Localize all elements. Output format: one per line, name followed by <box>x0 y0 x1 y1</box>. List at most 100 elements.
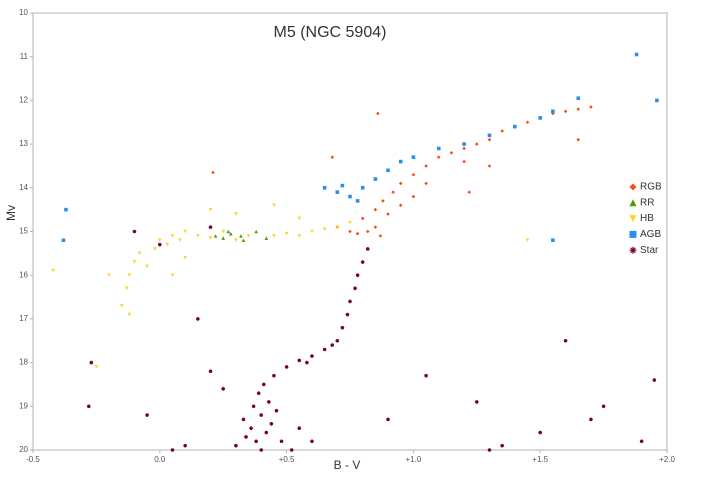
data-point <box>229 231 233 236</box>
y-tick-label: 17 <box>19 314 28 323</box>
data-point <box>589 105 593 109</box>
data-point <box>170 448 175 452</box>
legend-marker <box>629 246 637 254</box>
y-tick-label: 18 <box>19 358 28 367</box>
data-point <box>249 426 253 430</box>
data-point <box>655 98 659 103</box>
data-point <box>208 207 213 212</box>
legend-marker <box>629 199 637 207</box>
data-point <box>424 373 428 378</box>
data-point <box>538 430 542 435</box>
data-point <box>330 155 335 160</box>
y-tick-label: 11 <box>20 52 29 61</box>
data-point <box>269 421 274 426</box>
data-point <box>94 365 99 369</box>
data-point <box>86 404 91 409</box>
data-point <box>386 168 390 173</box>
data-point <box>411 155 416 160</box>
data-point <box>284 231 289 236</box>
data-point <box>297 234 302 238</box>
data-point <box>378 234 383 238</box>
data-point <box>360 216 365 221</box>
data-point <box>310 354 314 358</box>
data-point <box>264 236 269 240</box>
data-point <box>310 439 314 444</box>
data-point <box>137 251 142 256</box>
y-axis-label: Mv <box>4 205 18 221</box>
data-point <box>158 242 162 247</box>
data-point <box>576 96 581 101</box>
data-point <box>391 190 395 194</box>
data-point <box>355 231 360 236</box>
data-point <box>348 299 352 304</box>
x-tick-label: +1.5 <box>532 455 548 464</box>
data-point <box>297 216 302 221</box>
legend-marker <box>629 183 637 191</box>
data-point <box>551 238 555 243</box>
data-point <box>373 225 378 229</box>
data-point <box>525 238 530 243</box>
data-point <box>256 391 261 395</box>
y-tick-label: 14 <box>19 183 28 192</box>
data-point <box>208 236 213 240</box>
x-tick-label: +2.0 <box>659 455 675 464</box>
data-point <box>246 234 251 238</box>
data-point <box>165 242 170 247</box>
data-point <box>221 387 225 391</box>
data-point <box>340 183 345 188</box>
data-point <box>513 124 517 129</box>
data-point <box>348 194 352 199</box>
data-point <box>398 181 403 186</box>
data-point <box>487 133 492 138</box>
legend-marker <box>629 215 637 223</box>
data-point <box>259 413 264 417</box>
data-point <box>462 142 466 146</box>
data-point <box>487 448 492 452</box>
data-point <box>386 417 390 422</box>
data-point <box>226 229 231 234</box>
data-point <box>183 229 187 234</box>
y-tick-label: 16 <box>19 270 28 279</box>
data-point <box>272 373 276 378</box>
data-point <box>305 360 309 365</box>
data-point <box>340 325 345 330</box>
data-point <box>208 369 213 374</box>
data-point <box>475 400 479 404</box>
data-point <box>259 448 264 452</box>
data-point <box>381 199 385 203</box>
data-point <box>145 264 149 269</box>
data-point <box>424 164 428 168</box>
data-point <box>335 338 340 343</box>
x-tick-label: +0.5 <box>279 455 295 464</box>
data-point <box>221 229 225 234</box>
data-point <box>297 358 302 363</box>
data-point <box>178 238 182 243</box>
data-point <box>274 408 279 413</box>
y-tick-label: 15 <box>19 227 28 236</box>
legend-label: Star <box>640 245 659 256</box>
data-point <box>183 255 187 260</box>
chart-title: M5 (NGC 5904) <box>274 24 387 41</box>
legend-marker <box>629 230 637 238</box>
legend-label: AGB <box>640 229 661 240</box>
data-point <box>64 207 68 212</box>
x-axis-label: B - V <box>334 458 361 472</box>
data-point <box>360 186 365 190</box>
data-point <box>373 207 378 212</box>
data-point <box>462 146 466 151</box>
data-point <box>297 426 302 430</box>
data-point <box>196 234 200 238</box>
data-point <box>127 312 132 317</box>
data-point <box>348 220 352 225</box>
data-point <box>500 129 504 133</box>
data-point <box>467 190 471 194</box>
data-point <box>475 142 479 146</box>
x-tick-label: 0.0 <box>154 455 166 464</box>
data-point <box>170 234 175 238</box>
data-point <box>551 109 555 114</box>
data-point <box>272 203 276 208</box>
data-point <box>398 159 403 164</box>
data-point <box>500 443 504 448</box>
data-point <box>284 365 289 369</box>
data-point <box>487 164 492 168</box>
